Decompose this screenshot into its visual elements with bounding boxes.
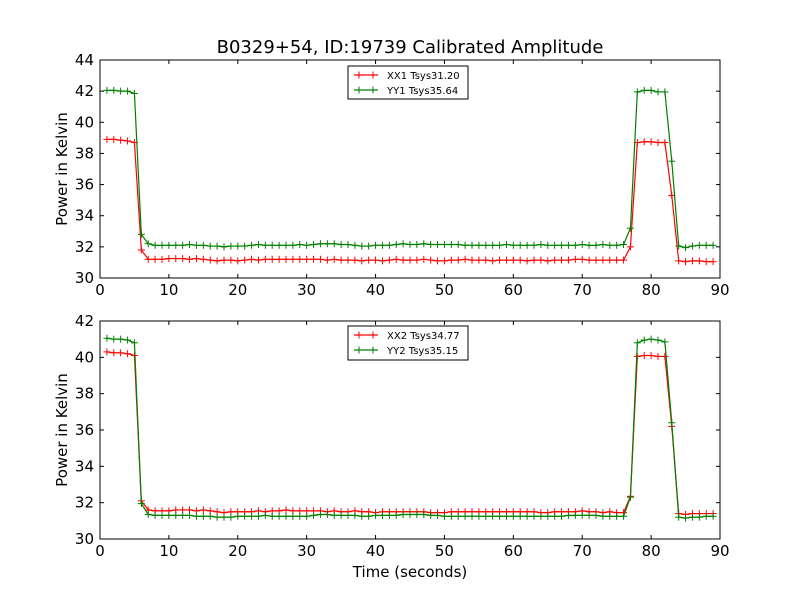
x-tick-label: 0 <box>95 281 105 299</box>
legend: XX1 Tsys31.20 YY1 Tsys35.64 <box>347 65 469 100</box>
y-tick-label: 40 <box>75 113 94 131</box>
x-tick-label: 40 <box>366 542 385 560</box>
y-axis-label: Power in Kelvin <box>53 112 71 226</box>
legend-label: XX1 Tsys31.20 <box>387 71 460 82</box>
y-tick-label: 38 <box>75 385 94 403</box>
y-tick-label: 30 <box>75 269 94 287</box>
series-1-1 <box>103 334 717 522</box>
y-tick-label: 32 <box>75 494 94 512</box>
x-tick-label: 80 <box>642 542 661 560</box>
legend-label: XX2 Tsys34.77 <box>387 331 460 342</box>
series-0-0 <box>103 135 717 266</box>
legend: XX2 Tsys34.77 YY2 Tsys35.15 <box>347 325 469 361</box>
x-tick-label: 50 <box>435 542 454 560</box>
figure-title: B0329+54, ID:19739 Calibrated Amplitude <box>217 37 604 58</box>
x-tick-label: 60 <box>504 281 523 299</box>
y-tick-label: 42 <box>75 312 94 330</box>
x-axis-label: Time (seconds) <box>352 563 468 581</box>
legend-box <box>347 65 469 100</box>
bottom-panel: 0 10 20 30 40 50 60 70 80 90 30 32 34 36 38 40 42 Power i… <box>53 312 730 560</box>
x-tick-label: 0 <box>95 542 105 560</box>
y-tick-label: 32 <box>75 238 94 256</box>
x-tick-label: 90 <box>710 281 729 299</box>
x-tick-label: 90 <box>710 542 729 560</box>
x-tick-label: 30 <box>297 542 316 560</box>
y-tick-label: 38 <box>75 144 94 162</box>
x-tick-label: 20 <box>228 542 247 560</box>
x-tick-label: 70 <box>573 542 592 560</box>
x-tick-label: 50 <box>435 281 454 299</box>
x-tick-label: 10 <box>159 281 178 299</box>
y-tick-label: 36 <box>75 421 94 439</box>
series-0-1 <box>103 86 717 252</box>
x-tick-label: 10 <box>159 542 178 560</box>
y-tick-label: 30 <box>75 530 94 548</box>
x-tick-label: 70 <box>573 281 592 299</box>
x-tick-label: 80 <box>642 281 661 299</box>
y-tick-label: 34 <box>75 457 94 475</box>
legend-label: YY1 Tsys35.64 <box>386 86 458 97</box>
y-tick-label: 44 <box>75 51 94 69</box>
y-tick-label: 36 <box>75 176 94 194</box>
y-tick-label: 40 <box>75 348 94 366</box>
x-tick-label: 60 <box>504 542 523 560</box>
x-tick-label: 20 <box>228 281 247 299</box>
legend-label: YY2 Tsys35.15 <box>386 346 458 357</box>
top-panel: 0 10 20 30 40 50 60 70 80 90 30 32 34 36 38 40 42 44 Power… <box>53 51 730 299</box>
y-tick-label: 34 <box>75 207 94 225</box>
legend-box <box>347 325 469 361</box>
y-axis-label: Power in Kelvin <box>53 373 71 487</box>
plot-frame <box>99 59 721 279</box>
y-tick-label: 42 <box>75 82 94 100</box>
x-tick-label: 40 <box>366 281 385 299</box>
x-tick-label: 30 <box>297 281 316 299</box>
